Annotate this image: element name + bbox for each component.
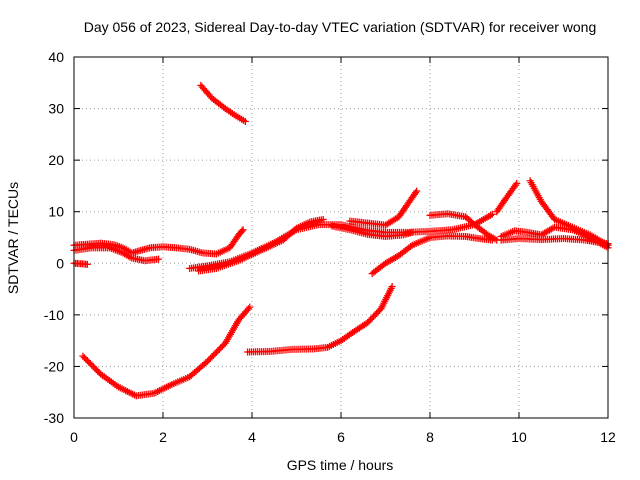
data-point	[388, 282, 396, 290]
data-point	[513, 179, 521, 187]
series-arc-4	[79, 303, 254, 400]
y-axis-title: SDTVAR / TECUs	[5, 182, 21, 294]
y-tick-label: 0	[56, 255, 64, 271]
data-point	[488, 210, 496, 218]
series-arc-2	[70, 244, 163, 265]
x-tick-label: 0	[70, 429, 78, 445]
series-arc-1	[70, 226, 247, 258]
data-point	[239, 226, 247, 234]
series-arc-9	[328, 222, 416, 240]
data-point	[407, 243, 415, 251]
series-arc-11	[368, 232, 496, 278]
y-tick-label: 20	[48, 152, 64, 168]
series-arc-5	[197, 81, 249, 125]
y-tick-label: -30	[44, 410, 64, 426]
x-tick-label: 10	[511, 429, 527, 445]
x-axis-title: GPS time / hours	[287, 457, 394, 473]
data-point	[238, 227, 246, 235]
x-tick-label: 6	[337, 429, 345, 445]
series-arc-12	[426, 210, 501, 244]
x-tick-label: 12	[600, 429, 616, 445]
y-tick-label: -10	[44, 307, 64, 323]
data-point	[246, 303, 254, 311]
y-tick-label: -20	[44, 358, 64, 374]
series-arc-16	[497, 235, 612, 248]
x-tick-label: 4	[248, 429, 256, 445]
chart-title: Day 056 of 2023, Sidereal Day-to-day VTE…	[84, 19, 597, 35]
y-tick-labels: -30 -20 -10 0 10 20 30 40	[44, 49, 64, 426]
series-arc-13	[493, 179, 521, 216]
x-tick-label: 2	[159, 429, 167, 445]
x-tick-labels: 0 2 4 6 8 10 12	[70, 429, 616, 445]
series-arc-7	[195, 215, 327, 275]
data-point	[408, 228, 416, 236]
y-tick-label: 30	[48, 101, 64, 117]
data-marks	[70, 81, 612, 400]
data-point	[241, 117, 249, 125]
data-point	[244, 305, 252, 313]
y-tick-label: 10	[48, 204, 64, 220]
series-arc-15	[526, 177, 612, 249]
data-point	[83, 260, 91, 268]
data-point	[412, 189, 420, 197]
y-tick-label: 40	[48, 49, 64, 65]
series-arc-10	[346, 187, 421, 229]
plot-frame	[73, 56, 609, 419]
data-point	[413, 187, 421, 195]
data-point	[155, 255, 163, 263]
data-point	[319, 215, 327, 223]
grid-lines	[74, 57, 608, 418]
x-tick-label: 8	[426, 429, 434, 445]
series-arc-8	[244, 282, 396, 356]
